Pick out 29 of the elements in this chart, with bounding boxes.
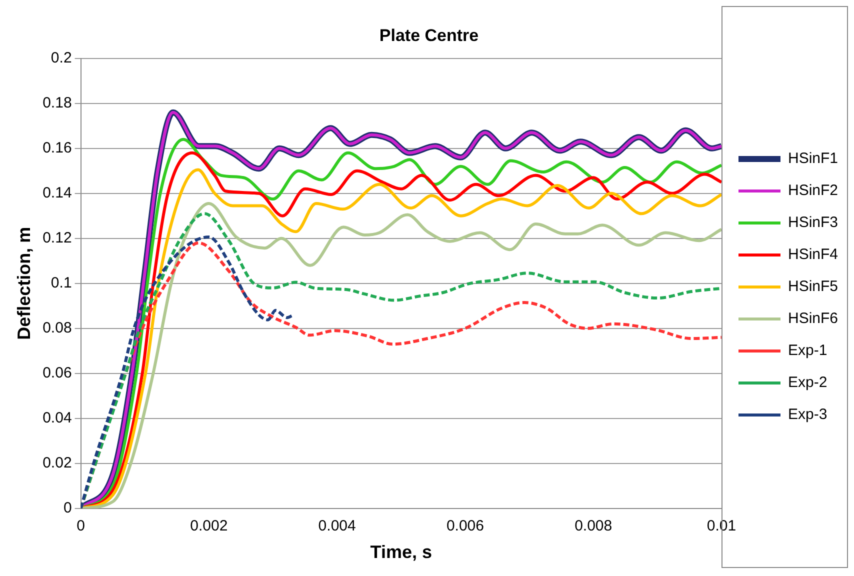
chart-title: Plate Centre [379,26,479,45]
y-tick-label: 0.14 [42,184,72,202]
y-tick-label: 0.02 [42,454,72,472]
y-tick-label: 0.16 [42,140,72,157]
y-tick-label: 0.04 [42,410,72,427]
legend-label: HSinF5 [788,278,838,296]
legend-label: HSinF2 [788,182,838,200]
legend-label: Exp-2 [788,374,828,392]
y-tick-label: 0.18 [42,94,72,112]
y-tick-label: 0 [63,500,72,517]
legend-label: HSinF4 [788,246,838,264]
x-tick-label: 0.002 [190,518,228,535]
y-tick-label: 0.2 [50,50,72,67]
x-tick-label: 0.006 [446,518,484,535]
y-tick-label: 0.06 [42,364,72,382]
x-tick-label: 0.01 [706,518,736,535]
x-tick-label: 0.008 [574,518,612,535]
y-tick-label: 0.12 [42,230,72,247]
x-axis-title: Time, s [370,542,432,562]
legend-label: Exp-1 [788,342,828,360]
legend-label: Exp-3 [788,406,828,424]
y-axis-title: Deflection, m [14,226,34,340]
legend-label: HSinF1 [788,150,838,168]
legend-label: HSinF6 [788,310,838,328]
legend-label: HSinF3 [788,214,838,232]
y-tick-label: 0.1 [50,274,72,292]
x-tick-label: 0 [76,518,85,535]
y-tick-label: 0.08 [42,320,72,337]
x-tick-label: 0.004 [318,518,356,535]
